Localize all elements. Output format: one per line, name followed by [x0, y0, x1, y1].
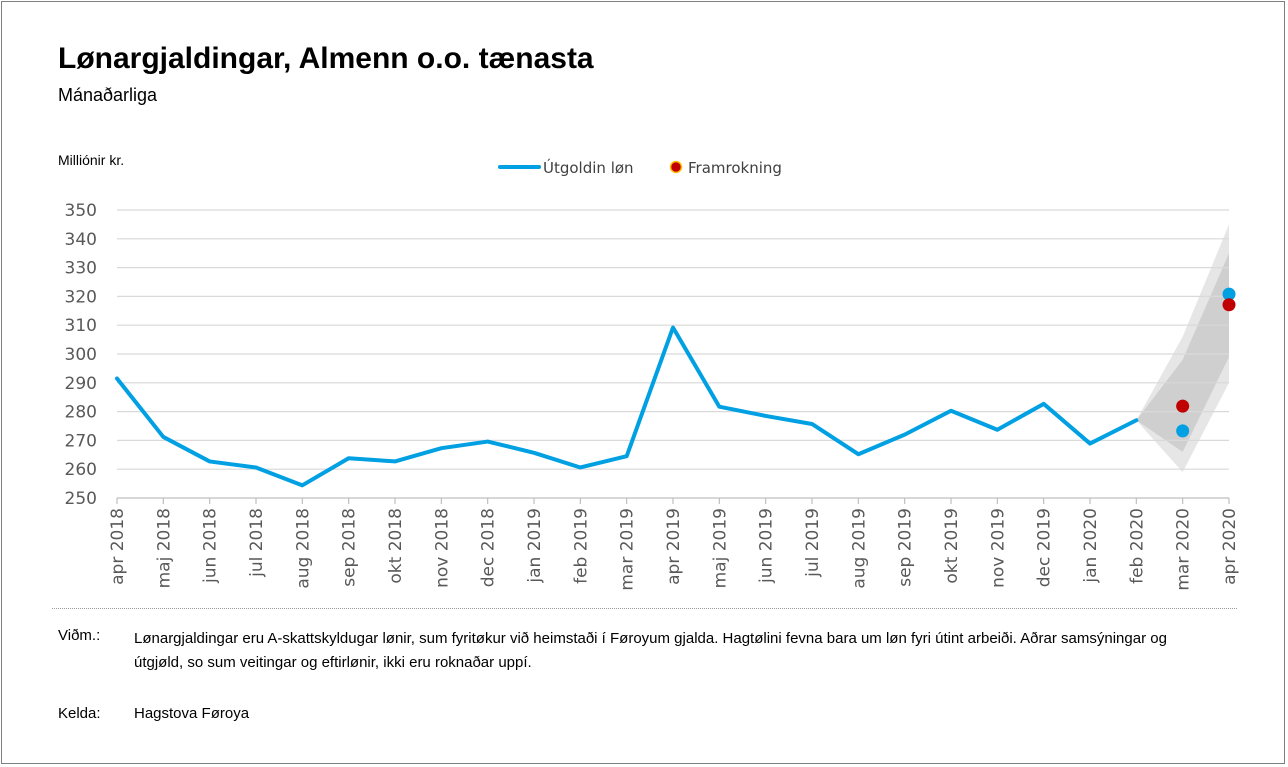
y-tick-label: 350 [65, 201, 97, 221]
x-tick-label: feb 2020 [1127, 508, 1147, 584]
gridlines [117, 209, 1229, 470]
x-tick-label: jul 2019 [803, 508, 823, 578]
x-tick-label: aug 2019 [849, 508, 869, 589]
y-tick-label: 320 [65, 287, 97, 307]
x-tick-label: aug 2018 [293, 508, 313, 589]
x-tick-label: dec 2018 [479, 508, 499, 587]
x-tick-label: apr 2020 [1220, 508, 1240, 585]
legend-dot-swatch [669, 160, 683, 174]
chart-title: Lønargjaldingar, Almenn o.o. tænasta [58, 42, 594, 75]
x-tick-label: mar 2019 [618, 508, 638, 591]
source-label: Kelda: [58, 705, 101, 722]
y-tick-label: 340 [65, 230, 97, 250]
x-tick-label: jun 2019 [757, 508, 777, 584]
legend-dot-label: Framrokning [688, 159, 782, 177]
actual-point [1176, 424, 1190, 438]
x-tick-label: apr 2018 [108, 508, 128, 585]
note-label: Viðm.: [58, 627, 101, 644]
forecast-band [1136, 224, 1229, 473]
x-tick-label: nov 2018 [432, 508, 452, 588]
y-tick-label: 260 [65, 460, 97, 480]
y-tick-labels: 250 260 270 280 290 300 310 320 330 340 350 [65, 201, 97, 509]
y-tick-label: 280 [65, 403, 97, 423]
series-layer [115, 287, 1236, 488]
y-tick-label: 250 [65, 489, 97, 509]
y-tick-label: 270 [65, 431, 97, 451]
x-tick-label: maj 2019 [710, 508, 730, 588]
forecast-band-inner [1136, 253, 1229, 452]
x-tick-label: apr 2019 [664, 508, 684, 585]
actual-point [1222, 287, 1236, 301]
legend-line-label: Útgoldin løn [543, 158, 634, 177]
y-tick-label: 290 [65, 374, 97, 394]
x-tick-label: dec 2019 [1035, 508, 1055, 587]
x-tick-label: nov 2019 [988, 508, 1008, 588]
x-tick-label: feb 2019 [571, 508, 591, 584]
x-tick-label: sep 2019 [896, 508, 916, 587]
source-text: Hagstova Føroya [134, 705, 250, 722]
forecast-point [1222, 298, 1236, 312]
x-tick-label: jun 2018 [201, 508, 221, 584]
x-axis [116, 497, 1230, 504]
x-tick-label: okt 2019 [942, 508, 962, 584]
x-tick-label: maj 2018 [154, 508, 174, 588]
note-text: Lønargjaldingar eru A-skattskyldugar løn… [134, 630, 1167, 671]
y-tick-label: 330 [65, 259, 97, 279]
y-tick-label: 310 [65, 316, 97, 336]
x-tick-label: okt 2018 [386, 508, 406, 584]
x-tick-label: jan 2020 [1081, 508, 1101, 584]
x-tick-label: mar 2020 [1174, 508, 1194, 591]
series-line-utgoldin-lon [115, 325, 1139, 488]
x-tick-label: jan 2019 [525, 508, 545, 584]
x-tick-labels: apr 2018 maj 2018 jun 2018 jul 2018 aug 2018… [108, 508, 1240, 591]
forecast-point [1176, 399, 1190, 413]
footer-divider [52, 608, 1237, 609]
y-tick-label: 300 [65, 345, 97, 365]
y-axis-unit-label: Milliónir kr. [58, 152, 125, 168]
x-tick-label: sep 2018 [340, 508, 360, 587]
x-tick-label: jul 2018 [247, 508, 267, 578]
legend: Útgoldin løn Framrokning [498, 158, 782, 177]
chart-subtitle: Mánaðarliga [58, 85, 158, 105]
